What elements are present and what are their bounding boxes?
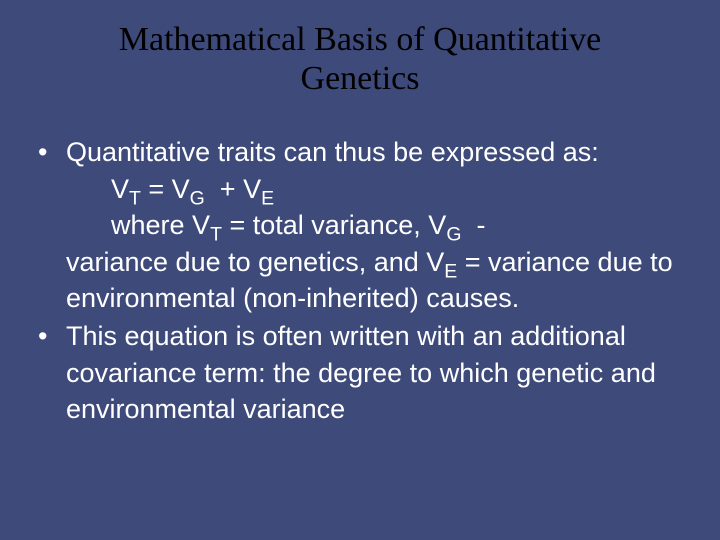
bullet-lead: Quantitative traits can thus be expresse… bbox=[66, 137, 599, 167]
slide-title: Mathematical Basis of Quantitative Genet… bbox=[28, 20, 692, 98]
slide-body: • Quantitative traits can thus be expres… bbox=[28, 134, 692, 428]
bullet-glyph: • bbox=[38, 318, 66, 427]
equation-line: VT = VG + VE bbox=[66, 171, 692, 207]
bullet-glyph: • bbox=[38, 134, 66, 316]
bullet-item: • This equation is often written with an… bbox=[38, 318, 692, 427]
bullet-item: • Quantitative traits can thus be expres… bbox=[38, 134, 692, 316]
slide: Mathematical Basis of Quantitative Genet… bbox=[0, 0, 720, 540]
bullet-text: This equation is often written with an a… bbox=[66, 318, 692, 427]
bullet-text: Quantitative traits can thus be expresse… bbox=[66, 134, 692, 316]
where-line: where VT = total variance, VG -variance … bbox=[66, 207, 692, 316]
